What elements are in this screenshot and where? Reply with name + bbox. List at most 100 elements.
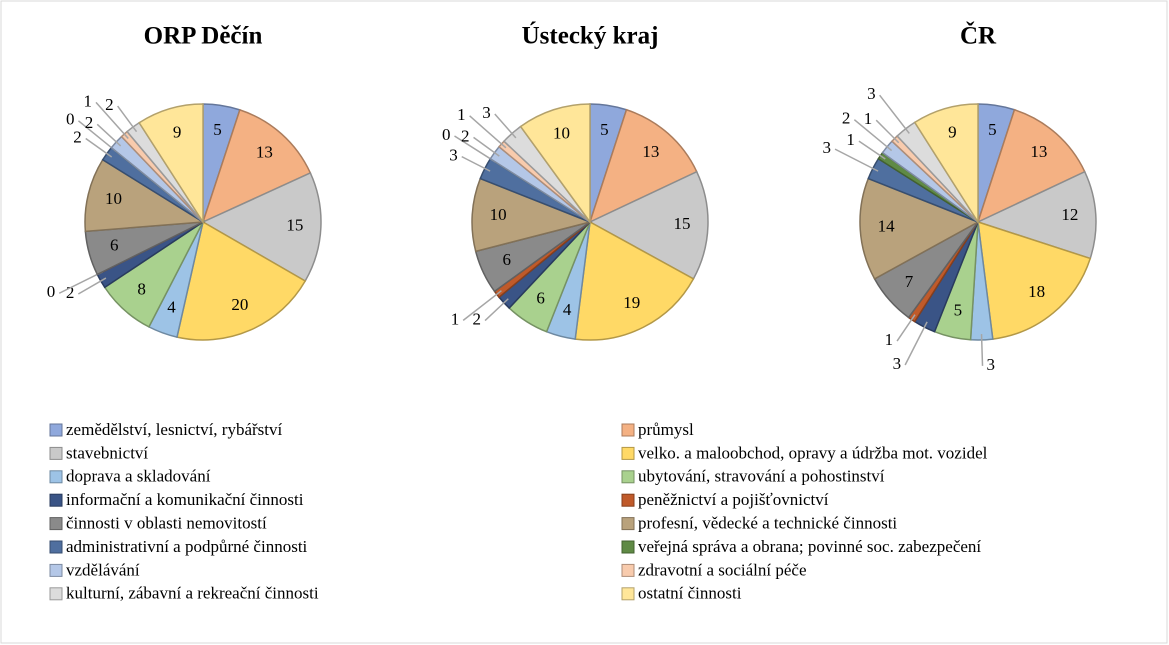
data-label: 10 [105, 189, 122, 208]
data-label: 15 [673, 214, 690, 233]
legend-label: zemědělství, lesnictví, rybářství [66, 420, 282, 439]
data-label: 2 [842, 109, 851, 128]
data-label: 2 [73, 127, 82, 146]
pie-slice [588, 170, 709, 280]
legend-label: veřejná správa a obrana; povinné soc. za… [638, 537, 981, 556]
legend-swatch [621, 446, 635, 460]
data-label: 10 [490, 205, 507, 224]
data-label: 2 [461, 126, 470, 145]
legend-label: kulturní, zábavní a rekreační činnosti [66, 584, 319, 603]
data-label: 7 [905, 272, 914, 291]
chart-title: ORP Děčín [144, 23, 263, 50]
leader-line [853, 119, 893, 152]
data-label: 5 [600, 120, 609, 139]
pie-slice [859, 177, 980, 280]
pie-slice [975, 170, 1097, 260]
legend-label: ostatní činnosti [638, 584, 742, 603]
data-label: 12 [1061, 205, 1078, 224]
pie-slice [471, 177, 593, 253]
data-label: 3 [823, 138, 832, 157]
legend-label: stavebnictví [66, 443, 148, 462]
leader-line [95, 101, 129, 139]
legend-swatch [49, 493, 63, 507]
leader-line [904, 321, 928, 366]
data-label: 14 [878, 217, 896, 236]
data-label: 3 [893, 354, 902, 373]
data-label: 20 [231, 295, 248, 314]
data-label: 1 [451, 309, 460, 328]
data-label: 1 [83, 91, 92, 110]
pie-slice [84, 158, 206, 233]
data-label: 18 [1028, 282, 1045, 301]
data-label: 0 [442, 125, 451, 144]
legend-label: profesní, vědecké a technické činnosti [638, 514, 897, 533]
data-label: 6 [502, 250, 511, 269]
pie-slice [201, 171, 322, 283]
data-label: 2 [105, 95, 114, 114]
legend-label: ubytování, stravování a pohostinství [638, 467, 885, 486]
data-label: 15 [286, 215, 303, 234]
pie-slice [574, 220, 695, 341]
data-label: 1 [885, 330, 894, 349]
data-label: 13 [256, 142, 273, 161]
legend-swatch [621, 517, 635, 531]
data-label: 3 [449, 146, 458, 165]
data-label: 9 [173, 123, 182, 142]
data-label: 4 [167, 297, 176, 316]
data-label: 5 [988, 120, 997, 139]
legend-label: informační a komunikační činnosti [66, 490, 304, 509]
pie-slice [138, 103, 204, 225]
data-label: 10 [553, 123, 570, 142]
leader-line [494, 113, 517, 139]
data-label: 5 [213, 120, 222, 139]
leader-line [77, 120, 117, 152]
legend-swatch [621, 493, 635, 507]
leader-line [462, 290, 502, 321]
legend-swatch [49, 517, 63, 531]
data-label: 9 [948, 123, 957, 142]
chart-title: ČR [960, 21, 997, 50]
data-label: 3 [867, 84, 876, 103]
data-label: 2 [85, 113, 94, 132]
legend-swatch [49, 470, 63, 484]
pie-slice [977, 220, 1092, 340]
data-label: 6 [536, 289, 545, 308]
leader-line [77, 277, 107, 295]
leader-line [461, 155, 491, 172]
leader-line [879, 94, 910, 134]
legend-swatch [621, 540, 635, 554]
data-label: 3 [987, 355, 996, 374]
data-label: 1 [846, 130, 855, 149]
leader-line [473, 136, 500, 157]
legend-label: doprava a skladování [66, 467, 211, 486]
chart-title: Ústecký kraj [522, 22, 659, 50]
leader-line [980, 334, 984, 366]
data-label: 0 [66, 110, 75, 129]
data-label: 3 [482, 103, 491, 122]
legend-swatch [49, 423, 63, 437]
legend-label: průmysl [638, 420, 694, 439]
legend-label: administrativní a podpůrné činnosti [66, 537, 308, 556]
data-label: 19 [623, 293, 640, 312]
legend-swatch [621, 587, 635, 601]
leader-line [896, 314, 916, 342]
pie-slice [588, 108, 698, 224]
data-label: 2 [66, 283, 75, 302]
data-label: 13 [1030, 142, 1047, 161]
pie-slice [519, 103, 591, 225]
data-label: 0 [47, 282, 56, 301]
pie-slice [201, 108, 312, 224]
data-label: 13 [642, 142, 659, 161]
legend-label: zdravotní a sociální péče [638, 560, 807, 579]
legend-label: činnosti v oblasti nemovitostí [66, 514, 267, 533]
leader-line [484, 298, 509, 322]
leader-line [58, 271, 103, 294]
legend-label: velko. a maloobchod, opravy a údržba mot… [638, 443, 988, 462]
leader-line [117, 105, 138, 133]
legend-label: peněžnictví a pojišťovnictví [638, 490, 829, 509]
leader-line [858, 140, 886, 160]
legend-swatch [621, 470, 635, 484]
data-label: 4 [563, 300, 572, 319]
leader-line [85, 137, 113, 158]
